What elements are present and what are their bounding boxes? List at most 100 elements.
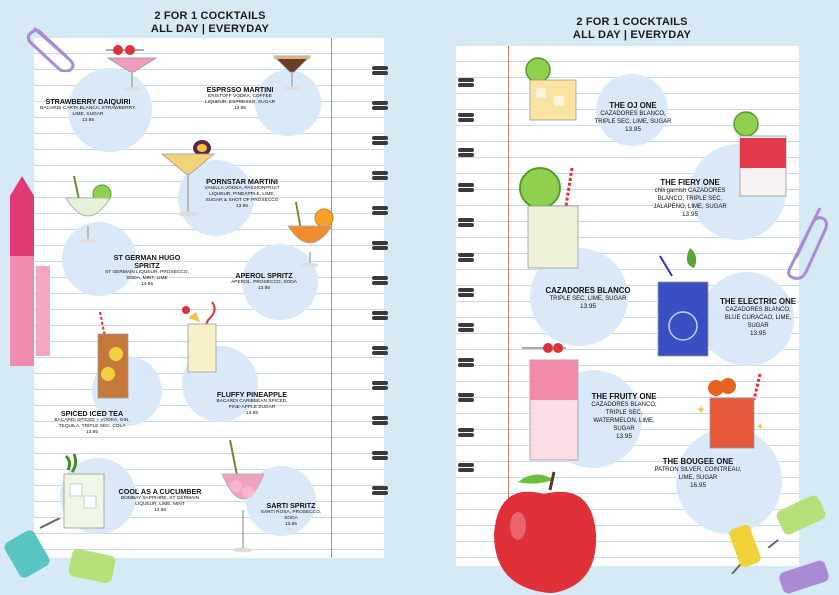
drink-bubble <box>700 272 794 366</box>
aperol-spritz-glass-icon <box>287 201 334 267</box>
menu-item: CAZADORES BLANCO TRIPLE SEC, LIME, SUGAR… <box>544 286 632 311</box>
item-description: VANILLA VODKA, PASSIONFRUIT LIQUEUR, PIN… <box>204 186 280 203</box>
item-description: BOMBAY SAPPHIRE, ST GERMAIN LIQUEUR, LIM… <box>120 496 200 507</box>
item-name: THE ELECTRIC ONE <box>720 297 796 306</box>
item-description: SARTI ROSA, PROSECCO, SODA <box>260 510 322 521</box>
item-price: 13.95 <box>625 126 641 133</box>
drink-bubble <box>68 68 152 152</box>
item-description: CAZADORES BLANCO, TRIPLE SEC, WATERMELON… <box>591 402 657 432</box>
push-pin-icon <box>779 560 829 594</box>
espresso-martini-glass-icon <box>273 55 311 90</box>
header-line-1: 2 FOR 1 COCKTAILS <box>154 10 266 22</box>
menu-item: THE BOUGEE ONE PATRON SILVER, COINTREAU,… <box>652 457 744 490</box>
menu-item: THE ELECTRIC ONE CAZADORES BLANCO, BLUE … <box>718 297 798 338</box>
item-description: APEROL, PROSECCO, SODA <box>231 280 297 285</box>
item-description: TRIPLE SEC, LIME, SUGAR <box>549 296 627 302</box>
menu-header-right: 2 FOR 1 COCKTAILS ALL DAY | EVERYDAY <box>552 16 712 42</box>
paperclip-icon <box>787 207 828 280</box>
item-description: ERISTOFF VODKA, COFFEE LIQUEUR, ESPRESSO… <box>204 94 276 105</box>
menu-item: FLUFFY PINEAPPLE BACARDI CARIBBEAN SPICE… <box>212 391 292 417</box>
spiral-binding <box>458 46 474 566</box>
spiral-binding <box>372 38 388 558</box>
menu-item: PORNSTAR MARTINI VANILLA VODKA, PASSIONF… <box>200 178 284 210</box>
item-price: 13.95 <box>233 106 246 111</box>
item-description: chili garnish CAZADORES BLANCO, TRIPLE S… <box>653 188 727 210</box>
menu-item: SARTI SPRITZ SARTI ROSA, PROSECCO, SODA … <box>254 502 328 528</box>
drink-bubble <box>596 74 668 146</box>
item-name: PORNSTAR MARTINI <box>206 177 278 186</box>
item-price: 14.95 <box>140 282 153 287</box>
item-price: 13.95 <box>81 118 94 123</box>
item-price: 13.95 <box>257 286 270 291</box>
push-pin-icon <box>768 495 826 548</box>
item-name: THE BOUGEE ONE <box>662 457 734 466</box>
item-price: 13.95 <box>682 211 698 218</box>
strawberry-daiquiri-glass-icon <box>106 45 158 91</box>
electric-one-glass-icon <box>657 248 709 357</box>
hugo-spritz-glass-icon <box>65 175 112 243</box>
item-description: ST GERMAIN LIQUEUR, PROSECCO, SODA, MINT… <box>105 270 189 281</box>
item-description: PATRON SILVER, COINTREAU, LIME, SUGAR <box>654 467 742 481</box>
item-description: BACARDI CARIBBEAN SPICED, PINE-APPLE SUG… <box>216 399 288 410</box>
item-price: 13.95 <box>750 330 766 337</box>
margin-line <box>331 38 332 558</box>
cazadores-blanco-glass-icon <box>519 167 579 269</box>
item-name: CAZADORES BLANCO <box>545 286 631 295</box>
item-name: THE FIERY ONE <box>660 178 720 187</box>
item-description: BACARDI CARTA BLANCA, STRAWBERRY, LIME, … <box>40 106 136 117</box>
item-price: 13.95 <box>245 411 258 416</box>
pornstar-martini-glass-icon <box>160 140 216 217</box>
item-name: FLUFFY PINEAPPLE <box>216 390 288 399</box>
item-name: APEROL SPRITZ <box>235 271 293 280</box>
item-price: 13.95 <box>616 433 632 440</box>
oj-one-glass-icon <box>525 57 577 121</box>
item-name: STRAWBERRY DAIQUIRI <box>45 97 131 106</box>
item-name: COOL AS A CUCUMBER <box>118 487 202 496</box>
item-name: ST GERMAN HUGO SPRITZ <box>113 253 181 270</box>
push-pin-icon <box>4 518 61 578</box>
header-line-2: ALL DAY | EVERYDAY <box>150 23 270 35</box>
drink-bubble <box>242 244 318 320</box>
item-name: THE FRUITY ONE <box>591 392 657 401</box>
item-name: SARTI SPRITZ <box>266 501 316 510</box>
svg-text:✦: ✦ <box>696 403 706 417</box>
item-price: 13.95 <box>284 522 297 527</box>
svg-text:✦: ✦ <box>756 422 764 433</box>
item-price: 16.95 <box>690 482 706 489</box>
fiery-one-glass-icon <box>733 111 787 197</box>
fruity-one-glass-icon <box>522 343 579 461</box>
menu-item: COOL AS A CUCUMBER BOMBAY SAPPHIRE, ST G… <box>116 488 204 514</box>
pen-icon <box>10 176 50 366</box>
drink-bubble <box>255 70 321 136</box>
menu-item: SPICED ICED TEA BACARDI SPICED + VODKA, … <box>50 410 134 436</box>
item-price: 13.95 <box>580 303 596 310</box>
paperclip-icon <box>26 26 75 72</box>
menu-item: THE OJ ONE CAZADORES BLANCO, TRIPLE SEC,… <box>594 101 672 134</box>
item-description: BACARDI SPICED + VODKA, GIN, TEQUILA, TR… <box>54 418 130 429</box>
header-line-2: ALL DAY | EVERYDAY <box>572 29 692 41</box>
menu-item: ESPRSSO MARTINI ERISTOFF VODKA, COFFEE L… <box>198 86 282 112</box>
item-name: ESPRSSO MARTINI <box>206 85 274 94</box>
item-description: CAZADORES BLANCO, BLUE CURACAO, LIME, SU… <box>724 307 792 329</box>
drink-bubble <box>62 222 136 296</box>
menu-item: ST GERMAN HUGO SPRITZ ST GERMAIN LIQUEUR… <box>104 254 190 288</box>
item-price: 13.95 <box>85 430 98 435</box>
sarti-spritz-glass-icon <box>221 440 265 553</box>
bougee-one-glass-icon: ✦ ✦ <box>696 374 764 449</box>
item-name: SPICED ICED TEA <box>60 409 124 418</box>
menu-header-left: 2 FOR 1 COCKTAILS ALL DAY | EVERYDAY <box>130 10 290 36</box>
header-line-1: 2 FOR 1 COCKTAILS <box>576 16 688 28</box>
menu-item: STRAWBERRY DAIQUIRI BACARDI CARTA BLANCA… <box>38 98 138 124</box>
fluffy-pineapple-glass-icon <box>182 301 217 373</box>
menu-item: THE FIERY ONE chili garnish CAZADORES BL… <box>648 178 732 219</box>
menu-item: APEROL SPRITZ APEROL, PROSECCO, SODA 13.… <box>226 272 302 292</box>
item-description: CAZADORES BLANCO, TRIPLE SEC, LIME, SUGA… <box>594 111 672 125</box>
push-pin-icon <box>729 524 761 574</box>
cool-as-cucumber-glass-icon <box>63 453 105 529</box>
spiced-iced-tea-glass-icon <box>97 312 129 399</box>
item-price: 13.95 <box>235 204 248 209</box>
menu-item: THE FRUITY ONE CAZADORES BLANCO, TRIPLE … <box>584 392 664 441</box>
item-price: 13.95 <box>153 508 166 513</box>
item-name: THE OJ ONE <box>609 101 657 110</box>
push-pin-icon <box>68 548 116 584</box>
